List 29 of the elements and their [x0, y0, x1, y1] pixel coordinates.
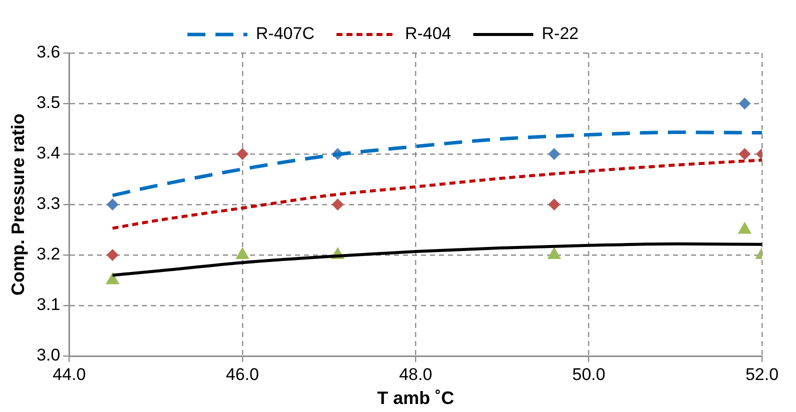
x-tick-label: 44.0 — [52, 364, 86, 384]
point — [738, 98, 751, 110]
y-tick-label: 3.3 — [36, 194, 60, 214]
point — [548, 148, 560, 160]
x-axis-title: T amb ˚C — [377, 388, 454, 408]
y-tick-label: 3.4 — [36, 144, 60, 163]
y-tick-label: 3.5 — [36, 93, 60, 112]
x-tick-label: 52.0 — [745, 364, 779, 384]
line-series — [110, 130, 762, 198]
point — [547, 247, 562, 259]
point — [236, 148, 248, 160]
y-tick-label: 3.0 — [36, 346, 60, 365]
x-tick-label: 50.0 — [572, 364, 606, 384]
legend-label: R-22 — [542, 24, 579, 44]
point — [738, 222, 752, 234]
point — [106, 198, 119, 210]
y-tick-label: 3.6 — [36, 42, 60, 62]
legend-label: R-404 — [404, 24, 452, 44]
x-tick-label: 48.0 — [399, 364, 432, 384]
point — [332, 198, 344, 210]
y-tick-label: 3.2 — [36, 244, 60, 264]
point — [106, 272, 120, 284]
point — [235, 247, 250, 259]
y-axis-title: Comp. Pressure ratio — [8, 113, 28, 296]
point — [548, 198, 560, 210]
x-tick-label: 46.0 — [226, 364, 259, 384]
point — [738, 148, 751, 160]
legend-label: R-407C — [256, 24, 314, 44]
y-tick-label: 3.1 — [36, 295, 60, 314]
